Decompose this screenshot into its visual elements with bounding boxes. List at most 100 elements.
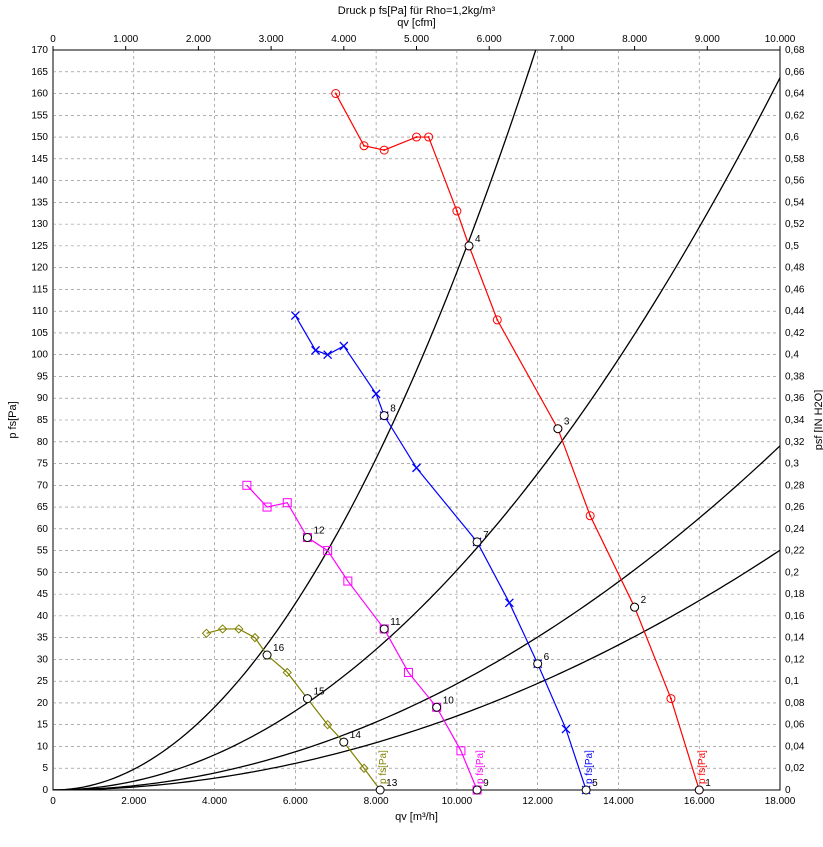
svg-text:115: 115 bbox=[32, 284, 48, 295]
svg-text:0,02: 0,02 bbox=[785, 763, 805, 774]
svg-text:6.000: 6.000 bbox=[477, 34, 502, 45]
svg-text:145: 145 bbox=[31, 154, 48, 165]
svg-text:60: 60 bbox=[37, 524, 49, 535]
svg-text:0,38: 0,38 bbox=[785, 371, 805, 382]
svg-text:0,2: 0,2 bbox=[785, 567, 799, 578]
svg-text:95: 95 bbox=[37, 371, 49, 382]
svg-text:0,64: 0,64 bbox=[785, 89, 805, 100]
svg-text:0,46: 0,46 bbox=[785, 284, 805, 295]
svg-text:130: 130 bbox=[31, 219, 48, 230]
svg-text:0,18: 0,18 bbox=[785, 589, 805, 600]
svg-text:8.000: 8.000 bbox=[364, 796, 389, 807]
x-top-label: qv [cfm] bbox=[397, 17, 436, 29]
svg-text:0,36: 0,36 bbox=[785, 393, 805, 404]
svg-text:0,5: 0,5 bbox=[785, 241, 799, 252]
svg-text:65: 65 bbox=[37, 502, 49, 513]
svg-text:30: 30 bbox=[37, 654, 49, 665]
svg-text:0,12: 0,12 bbox=[785, 654, 805, 665]
svg-text:0,34: 0,34 bbox=[785, 415, 805, 426]
svg-text:120: 120 bbox=[31, 263, 48, 274]
svg-text:0,26: 0,26 bbox=[785, 502, 805, 513]
svg-text:40: 40 bbox=[37, 611, 49, 622]
svg-text:1.000: 1.000 bbox=[113, 34, 138, 45]
point-label: 7 bbox=[483, 530, 489, 541]
svg-text:85: 85 bbox=[37, 415, 49, 426]
svg-text:0,58: 0,58 bbox=[785, 154, 805, 165]
point-label: 16 bbox=[273, 643, 285, 654]
svg-text:20: 20 bbox=[37, 698, 49, 709]
x-bottom-label: qv [m³/h] bbox=[395, 811, 438, 823]
svg-text:90: 90 bbox=[37, 393, 49, 404]
point-label: 11 bbox=[390, 617, 401, 628]
point-label: 10 bbox=[443, 695, 455, 706]
point-label: 3 bbox=[564, 417, 570, 428]
svg-text:0,42: 0,42 bbox=[785, 328, 805, 339]
svg-text:105: 105 bbox=[31, 328, 48, 339]
svg-text:160: 160 bbox=[31, 89, 48, 100]
svg-text:5.000: 5.000 bbox=[404, 34, 429, 45]
y-left-label: p fs[Pa] bbox=[7, 401, 19, 438]
svg-text:80: 80 bbox=[37, 437, 49, 448]
svg-text:6.000: 6.000 bbox=[283, 796, 308, 807]
svg-text:2.000: 2.000 bbox=[186, 34, 211, 45]
svg-text:4.000: 4.000 bbox=[202, 796, 227, 807]
svg-text:12.000: 12.000 bbox=[522, 796, 553, 807]
svg-text:0,68: 0,68 bbox=[785, 45, 805, 56]
point-label: 2 bbox=[641, 595, 647, 606]
svg-text:135: 135 bbox=[31, 197, 48, 208]
svg-text:5: 5 bbox=[42, 763, 48, 774]
svg-text:7.000: 7.000 bbox=[549, 34, 574, 45]
svg-text:0,44: 0,44 bbox=[785, 306, 805, 317]
svg-text:0,1: 0,1 bbox=[785, 676, 799, 687]
svg-text:14.000: 14.000 bbox=[603, 796, 634, 807]
svg-text:0,62: 0,62 bbox=[785, 110, 805, 121]
svg-text:15: 15 bbox=[37, 720, 49, 731]
svg-text:0: 0 bbox=[785, 785, 791, 796]
svg-text:50: 50 bbox=[37, 567, 49, 578]
svg-text:75: 75 bbox=[37, 459, 49, 470]
svg-text:35: 35 bbox=[37, 633, 49, 644]
svg-text:0,54: 0,54 bbox=[785, 197, 805, 208]
fan-pressure-chart: { "title": "Druck p fs[Pa] für Rho=1,2kg… bbox=[0, 0, 823, 847]
svg-text:0,32: 0,32 bbox=[785, 437, 805, 448]
svg-text:55: 55 bbox=[37, 546, 49, 557]
svg-text:2.000: 2.000 bbox=[121, 796, 146, 807]
series-legend-olive: p fs[Pa] bbox=[378, 750, 389, 784]
svg-text:0,4: 0,4 bbox=[785, 350, 799, 361]
svg-text:155: 155 bbox=[31, 110, 48, 121]
svg-text:0,56: 0,56 bbox=[785, 176, 805, 187]
svg-text:16.000: 16.000 bbox=[684, 796, 715, 807]
point-label: 15 bbox=[313, 687, 325, 698]
svg-text:10.000: 10.000 bbox=[765, 34, 796, 45]
svg-text:0,06: 0,06 bbox=[785, 720, 805, 731]
svg-text:0,04: 0,04 bbox=[785, 741, 805, 752]
svg-text:25: 25 bbox=[37, 676, 49, 687]
svg-text:10: 10 bbox=[37, 741, 49, 752]
svg-text:0,66: 0,66 bbox=[785, 67, 805, 78]
svg-text:0,48: 0,48 bbox=[785, 263, 805, 274]
svg-text:0,16: 0,16 bbox=[785, 611, 805, 622]
svg-text:70: 70 bbox=[37, 480, 49, 491]
svg-text:18.000: 18.000 bbox=[765, 796, 796, 807]
svg-text:45: 45 bbox=[37, 589, 49, 600]
svg-text:0,28: 0,28 bbox=[785, 480, 805, 491]
svg-text:0,24: 0,24 bbox=[785, 524, 805, 535]
svg-text:0: 0 bbox=[50, 34, 56, 45]
svg-text:0,08: 0,08 bbox=[785, 698, 805, 709]
svg-text:100: 100 bbox=[31, 350, 48, 361]
svg-text:0,14: 0,14 bbox=[785, 633, 805, 644]
series-legend-magenta: p fs[Pa] bbox=[475, 750, 486, 784]
svg-text:3.000: 3.000 bbox=[259, 34, 284, 45]
svg-text:0,6: 0,6 bbox=[785, 132, 799, 143]
svg-text:140: 140 bbox=[31, 176, 48, 187]
svg-text:0,22: 0,22 bbox=[785, 546, 805, 557]
svg-text:0: 0 bbox=[42, 785, 48, 796]
svg-text:9.000: 9.000 bbox=[695, 34, 720, 45]
svg-text:150: 150 bbox=[31, 132, 48, 143]
svg-text:0,3: 0,3 bbox=[785, 459, 799, 470]
svg-text:110: 110 bbox=[32, 306, 48, 317]
svg-text:125: 125 bbox=[31, 241, 48, 252]
point-label: 12 bbox=[313, 526, 325, 537]
svg-text:165: 165 bbox=[31, 67, 48, 78]
chart-svg: Druck p fs[Pa] für Rho=1,2kg/m³051015202… bbox=[0, 0, 823, 847]
